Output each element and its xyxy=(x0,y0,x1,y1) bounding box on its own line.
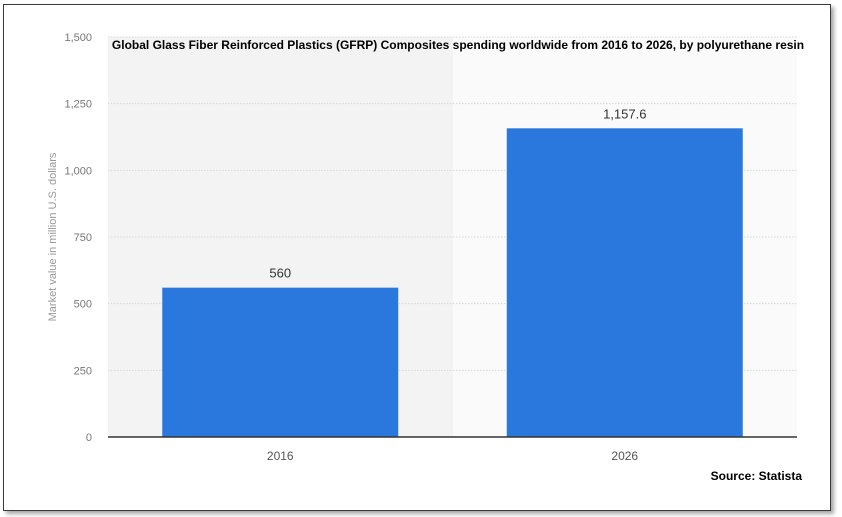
chart-title: Global Glass Fiber Reinforced Plastics (… xyxy=(111,38,805,52)
y-tick-label: 250 xyxy=(74,365,92,377)
y-tick-label: 750 xyxy=(74,232,92,244)
data-labels: 560 1,157.6 xyxy=(269,106,646,280)
y-tick-label: 0 xyxy=(86,432,92,444)
y-tick-label: 500 xyxy=(74,299,92,311)
y-axis-label: Market value in million U.S. dollars xyxy=(47,152,59,321)
bar-2016 xyxy=(162,287,399,437)
x-tick-label-2016: 2016 xyxy=(267,449,294,463)
y-tick-label: 1,000 xyxy=(64,165,92,177)
data-label-2026: 1,157.6 xyxy=(603,106,646,121)
y-tick-label: 1,250 xyxy=(64,99,92,111)
x-tick-label-2026: 2026 xyxy=(611,449,638,463)
y-tick-label: 1,500 xyxy=(64,32,92,44)
data-label-2016: 560 xyxy=(269,266,291,281)
source-credit: Source: Statista xyxy=(710,469,802,483)
bars xyxy=(162,128,743,437)
bar-2026 xyxy=(506,128,743,437)
x-tick-labels: 2016 2026 xyxy=(267,449,639,463)
y-tick-labels: 0 250 500 750 1,000 1,250 1,500 xyxy=(64,32,92,444)
